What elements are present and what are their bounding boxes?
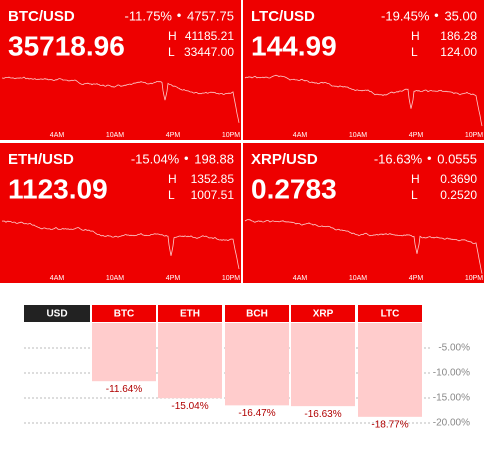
time-label: 10AM	[349, 275, 367, 282]
bar	[92, 323, 156, 382]
y-tick-label: -5.00%	[438, 343, 470, 354]
high-label: H	[168, 172, 177, 186]
low-label: L	[411, 45, 418, 59]
currency-header	[92, 305, 156, 322]
time-label: 4PM	[409, 275, 424, 282]
ticker-tile: BTC/USD 4757.75 -11.75% • 35718.96 H 41185.21 L…	[0, 0, 241, 140]
value-label: -11.64%	[106, 384, 143, 395]
pair: ETH/USD	[8, 151, 74, 168]
x-tick-label: BCH	[246, 309, 268, 320]
price: 35718.96	[8, 30, 125, 61]
time-label: 10AM	[349, 132, 367, 139]
tile-background	[243, 0, 484, 140]
bar	[158, 323, 222, 399]
last-trade: 35.00	[444, 8, 477, 23]
value-label: -15.04%	[171, 401, 208, 412]
low: 33447.00	[184, 45, 234, 59]
currency-header	[291, 305, 355, 322]
time-label: 10AM	[106, 275, 124, 282]
high: 186.28	[440, 29, 477, 43]
high-label: H	[411, 29, 420, 43]
time-label: 10PM	[465, 132, 483, 139]
tile-background	[243, 143, 484, 283]
time-label: 4PM	[166, 275, 181, 282]
sparkline	[244, 74, 483, 127]
price: 0.2783	[251, 173, 337, 204]
time-label: 4AM	[50, 275, 65, 282]
high: 1352.85	[191, 172, 235, 186]
last-trade: 0.0555	[437, 151, 477, 166]
tile-background	[0, 0, 241, 140]
change: -19.45%	[381, 8, 430, 23]
change: -11.75%	[125, 8, 173, 23]
x-tick-label: BTC	[114, 309, 135, 320]
time-label: 4AM	[50, 132, 65, 139]
currency-header	[358, 305, 422, 322]
y-tick-label: -20.00%	[433, 418, 470, 429]
tile-background	[0, 143, 241, 283]
value-label: -16.47%	[238, 408, 275, 419]
time-label: 4PM	[166, 132, 181, 139]
time-label: 4AM	[293, 132, 308, 139]
ticker-tile: LTC/USD 35.00 -19.45% • 144.99 H 186.28 L 124.00…	[243, 0, 484, 140]
last-trade: 198.88	[194, 151, 234, 166]
separator: •	[184, 150, 189, 165]
price: 1123.09	[8, 173, 108, 204]
sparkline	[1, 76, 240, 123]
high: 0.3690	[440, 172, 477, 186]
bar	[225, 323, 289, 406]
separator: •	[177, 7, 182, 22]
low-label: L	[168, 188, 175, 202]
low-label: L	[411, 188, 418, 202]
price: 144.99	[251, 30, 337, 61]
pair: BTC/USD	[8, 8, 75, 25]
y-tick-label: -10.00%	[433, 368, 470, 379]
time-label: 4AM	[293, 275, 308, 282]
separator: •	[427, 150, 432, 165]
pair: LTC/USD	[251, 8, 315, 25]
ticker-tile: ETH/USD 198.88 -15.04% • 1123.09 H 1352.85 L 100…	[0, 143, 241, 283]
time-label: 10AM	[106, 132, 124, 139]
change: -15.04%	[131, 151, 180, 166]
time-label: 4PM	[409, 132, 424, 139]
bar	[358, 323, 422, 417]
sparkline	[244, 219, 483, 274]
value-label: -16.63%	[304, 409, 341, 420]
low-label: L	[168, 45, 175, 59]
y-tick-label: -15.00%	[433, 393, 470, 404]
value-label: -18.77%	[371, 419, 408, 430]
high-label: H	[168, 29, 177, 43]
high: 41185.21	[185, 29, 234, 43]
low: 124.00	[440, 45, 477, 59]
time-label: 10PM	[222, 132, 240, 139]
currency-header	[225, 305, 289, 322]
usd-label: USD	[46, 309, 67, 320]
high-label: H	[411, 172, 420, 186]
pair: XRP/USD	[251, 151, 318, 168]
time-label: 10PM	[222, 275, 240, 282]
sparkline	[1, 220, 240, 269]
usd-header	[24, 305, 90, 322]
x-tick-label: ETH	[180, 309, 200, 320]
last-trade: 4757.75	[187, 8, 234, 23]
x-tick-label: LTC	[381, 309, 400, 320]
change: -16.63%	[374, 151, 423, 166]
time-label: 10PM	[465, 275, 483, 282]
x-tick-label: XRP	[313, 309, 334, 320]
ticker-tile: XRP/USD 0.0555 -16.63% • 0.2783 H 0.3690 L 0.252…	[243, 143, 484, 283]
bar	[291, 323, 355, 407]
currency-header	[158, 305, 222, 322]
low: 0.2520	[440, 188, 477, 202]
separator: •	[434, 7, 439, 22]
low: 1007.51	[191, 188, 235, 202]
